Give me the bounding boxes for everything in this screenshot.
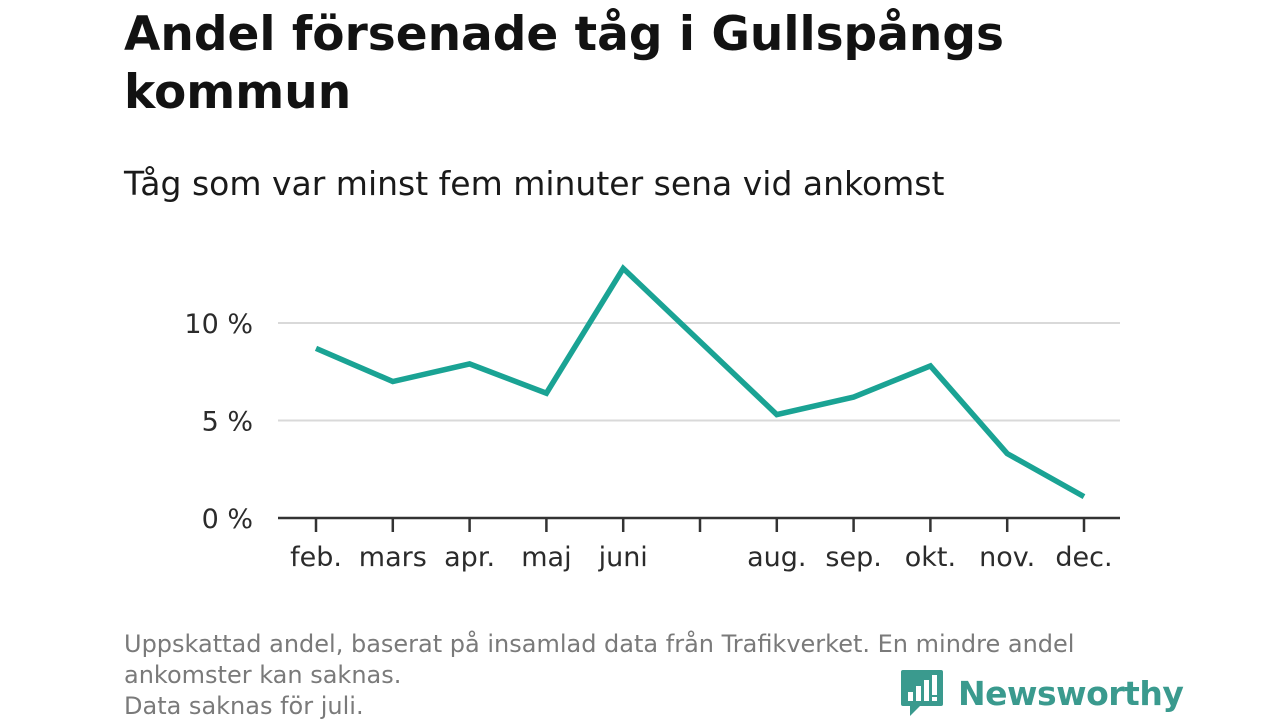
x-axis (278, 516, 1120, 532)
data-point-mars (390, 379, 396, 385)
x-axis-labels: feb. mars apr. maj juni aug. sep. okt. nov. dec. (290, 542, 1113, 573)
x-tick-label: dec. (1055, 542, 1112, 573)
x-tick-label: feb. (290, 542, 342, 573)
newsworthy-chat-bars-icon (901, 670, 943, 716)
data-point-okt (927, 363, 933, 369)
x-tick-label: mars (359, 542, 427, 573)
x-tick-label: sep. (825, 542, 881, 573)
footnote: Uppskattad andel, baserat på insamlad da… (124, 629, 1184, 722)
data-point-feb (313, 345, 319, 351)
y-axis-labels: 0 % 5 % 10 % (184, 309, 253, 535)
x-tick-label: nov. (979, 542, 1035, 573)
y-tick-label: 10 % (184, 309, 253, 340)
x-tick-label: juni (598, 542, 648, 573)
footnote-line-3: Data saknas för juli. (124, 692, 364, 720)
brand-name: Newsworthy (958, 673, 1184, 713)
y-tick-label: 5 % (202, 407, 253, 438)
footnote-line-1: Uppskattad andel, baserat på insamlad da… (124, 630, 1075, 658)
series-line-layer (313, 264, 1087, 500)
data-point-sep (851, 394, 857, 400)
data-point-nov (1004, 451, 1010, 457)
x-tick-label: okt. (905, 542, 956, 573)
y-tick-label: 0 % (202, 504, 253, 535)
data-point-dec (1081, 494, 1087, 500)
footnote-line-2: ankomster kan saknas. (124, 661, 402, 689)
series-line (314, 264, 1086, 499)
x-tick-label: maj (521, 542, 571, 573)
chart-subtitle: Tåg som var minst fem minuter sena vid a… (124, 164, 945, 203)
x-tick-label: aug. (747, 542, 806, 573)
data-point-aug (774, 412, 780, 418)
line-chart: 0 % 5 % 10 % feb. mars apr. maj juni aug. sep. ok… (184, 264, 1120, 573)
x-tick-label: apr. (444, 542, 495, 573)
data-point-maj (543, 390, 549, 396)
data-point-apr (467, 361, 473, 367)
data-point-juni (620, 265, 626, 271)
chart-title: Andel försenade tåg i Gullspångs kommun (124, 7, 1004, 120)
brand-logo: Newsworthy (900, 668, 1184, 718)
